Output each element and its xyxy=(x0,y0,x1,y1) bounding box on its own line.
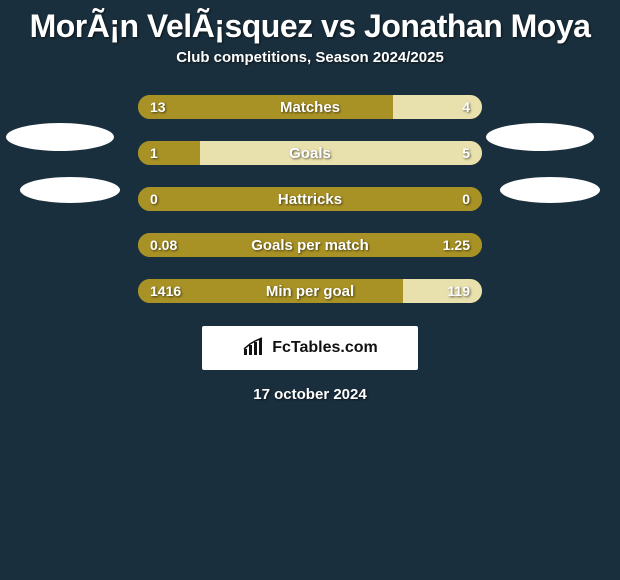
bar-right-fill xyxy=(200,141,482,165)
bar-right-fill xyxy=(393,95,482,119)
bar-left-fill xyxy=(138,187,482,211)
bar-track: Min per goal1416119 xyxy=(138,279,482,303)
page-root: MorÃ¡n VelÃ¡squez vs Jonathan Moya Club … xyxy=(0,0,620,580)
decorative-oval xyxy=(486,123,594,151)
page-title: MorÃ¡n VelÃ¡squez vs Jonathan Moya xyxy=(0,0,620,49)
stat-row: Min per goal1416119 xyxy=(0,268,620,314)
bar-left-fill xyxy=(138,95,393,119)
bar-left-fill xyxy=(138,233,482,257)
decorative-oval xyxy=(500,177,600,203)
bar-right-fill xyxy=(403,279,482,303)
bar-track: Hattricks00 xyxy=(138,187,482,211)
brand-box: FcTables.com xyxy=(202,326,418,370)
page-subtitle: Club competitions, Season 2024/2025 xyxy=(0,49,620,84)
date-text: 17 october 2024 xyxy=(0,386,620,403)
bar-track: Goals per match0.081.25 xyxy=(138,233,482,257)
bar-left-fill xyxy=(138,141,200,165)
bar-track: Goals15 xyxy=(138,141,482,165)
decorative-oval xyxy=(20,177,120,203)
brand-text: FcTables.com xyxy=(272,339,378,357)
decorative-oval xyxy=(6,123,114,151)
bar-left-fill xyxy=(138,279,403,303)
chart-icon xyxy=(242,337,266,360)
stat-row: Goals per match0.081.25 xyxy=(0,222,620,268)
bar-track: Matches134 xyxy=(138,95,482,119)
